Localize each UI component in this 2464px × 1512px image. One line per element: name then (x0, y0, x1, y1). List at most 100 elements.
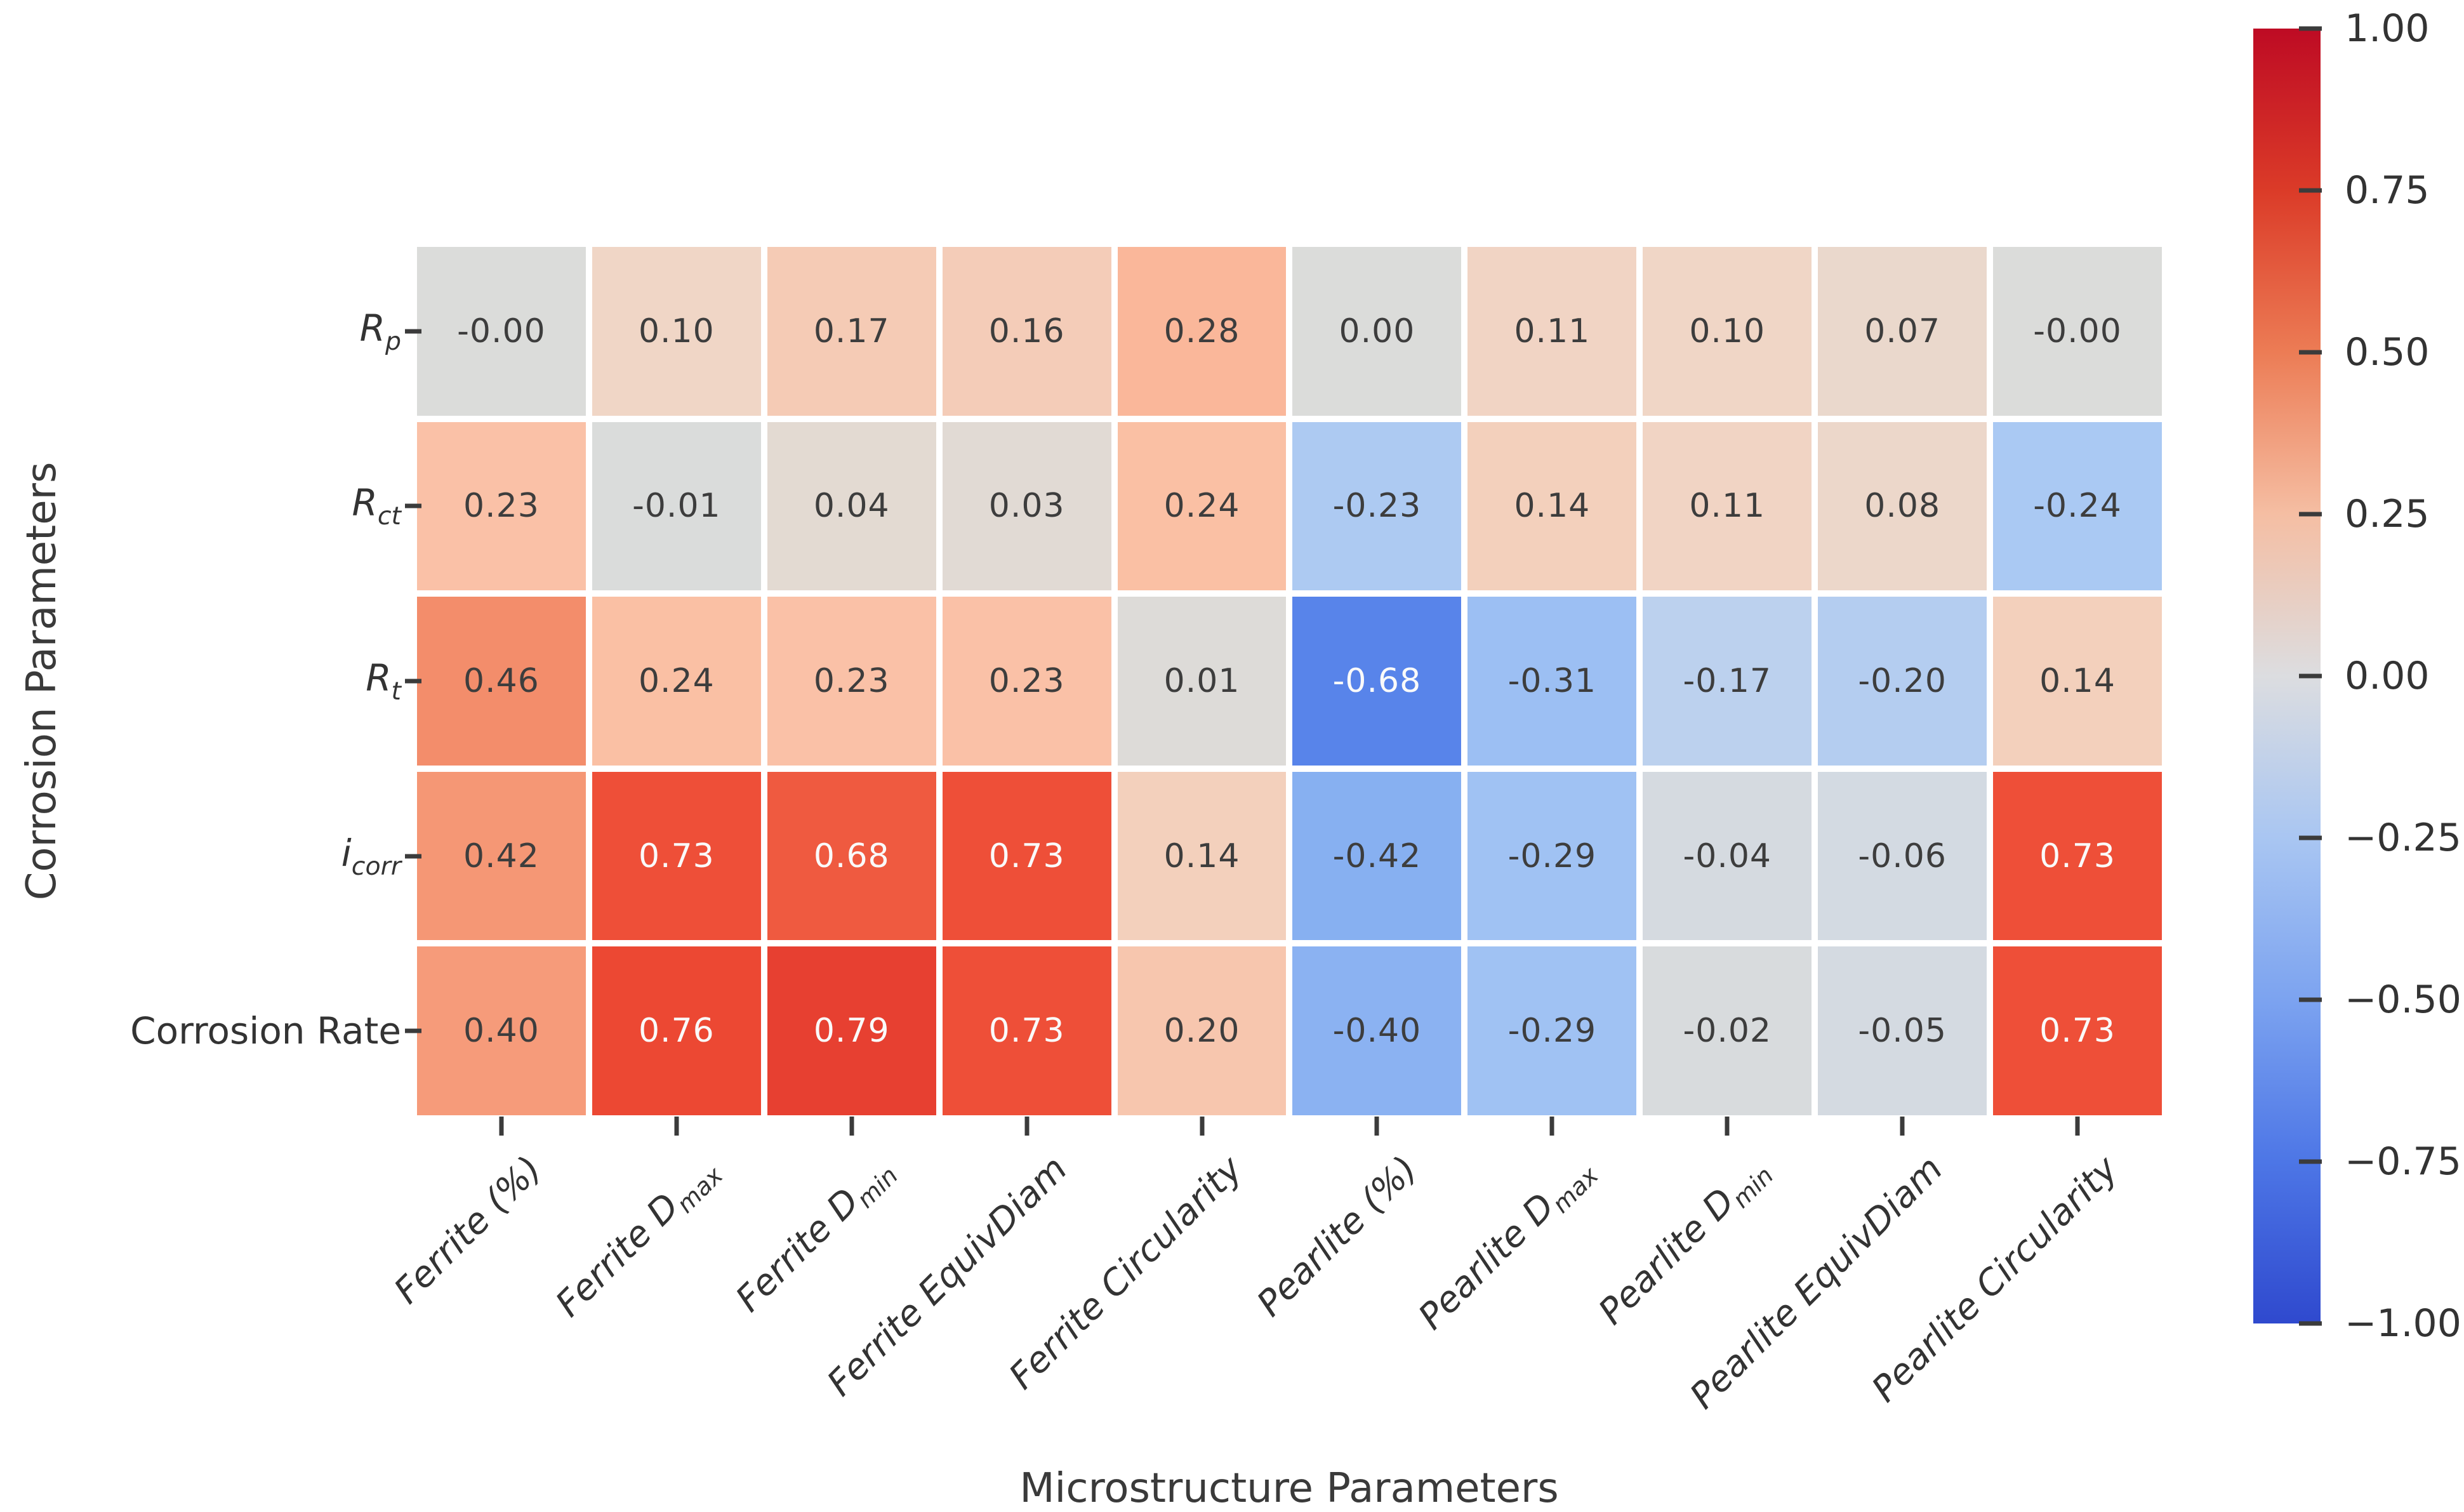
x-axis-tick-mark (1549, 1117, 1554, 1136)
tick-label-segment: R (366, 656, 392, 700)
tick-label-segment: Ferrite (%) (386, 1148, 550, 1312)
colorbar-tick-label: −0.25 (2345, 816, 2461, 860)
colorbar-tick-label: 1.00 (2345, 6, 2430, 51)
y-tick-label: Rt (366, 656, 401, 706)
heatmap-cell: 0.17 (767, 247, 936, 416)
heatmap-cell: 0.04 (767, 421, 936, 591)
heatmap-cell: 0.11 (1467, 247, 1637, 416)
colorbar-tick-label: −0.75 (2345, 1139, 2461, 1184)
colorbar-tick-mark (2299, 26, 2322, 31)
x-tick-label: Pearlite (%) (1249, 1148, 1426, 1325)
colorbar-tick-mark (2299, 1321, 2322, 1326)
tick-label-segment: Pearlite D (1410, 1185, 1563, 1338)
colorbar-tick-label: −0.50 (2345, 978, 2461, 1022)
y-axis-tick-mark (405, 679, 421, 684)
colorbar-tick-mark (2299, 512, 2322, 517)
x-axis-tick-mark (499, 1117, 504, 1136)
tick-label-segment: Corrosion Rate (130, 1009, 401, 1053)
x-axis-tick-mark (1024, 1117, 1030, 1136)
heatmap-cell: 0.00 (1292, 247, 1462, 416)
heatmap-cell: 0.73 (592, 771, 761, 941)
tick-label-segment: Ferrite D (548, 1185, 688, 1325)
y-tick-label: Rp (360, 307, 401, 356)
heatmap-grid: -0.00 0.10 0.17 0.16 0.28 0.00 0.11 0.10 0.07 -0.… (417, 247, 2162, 1115)
tick-label-segment: Ferrite D (728, 1180, 868, 1320)
y-axis-title: Corrosion Parameters (18, 461, 65, 901)
heatmap-cell: 0.68 (767, 771, 936, 941)
colorbar-tick-mark (2299, 835, 2322, 840)
heatmap-cell: 0.73 (1993, 771, 2162, 941)
y-tick-label: icorr (341, 832, 401, 881)
heatmap-cell: -0.42 (1292, 771, 1462, 941)
heatmap-cell: -0.29 (1467, 946, 1637, 1115)
heatmap-cell: 0.79 (767, 946, 936, 1115)
colorbar-tick-mark (2299, 673, 2322, 679)
x-axis-tick-mark (849, 1117, 854, 1136)
x-tick-label: Ferrite Dmax (548, 1148, 729, 1329)
colorbar-tick-mark (2299, 350, 2322, 355)
colorbar-tick-label: 0.75 (2345, 168, 2430, 213)
heatmap-cell: -0.29 (1467, 771, 1637, 941)
tick-label-segment: Pearlite (%) (1249, 1148, 1426, 1325)
x-axis-tick-mark (1725, 1117, 1730, 1136)
x-axis-tick-mark (1200, 1117, 1205, 1136)
heatmap-cell: 0.14 (1993, 597, 2162, 766)
x-tick-label: Pearlite Dmax (1411, 1148, 1604, 1341)
heatmap-cell: 0.16 (942, 247, 1111, 416)
y-tick-label: Rct (352, 481, 401, 531)
heatmap-cell: 0.03 (942, 421, 1111, 591)
heatmap-cell: -0.04 (1643, 771, 1812, 941)
heatmap-cell: 0.28 (1117, 247, 1287, 416)
heatmap-cell: 0.07 (1818, 247, 1987, 416)
tick-label-segment: R (359, 306, 385, 350)
colorbar-tick-label: −1.00 (2345, 1301, 2461, 1346)
colorbar-tick-label: 0.50 (2345, 330, 2430, 375)
heatmap-cell: 0.10 (592, 247, 761, 416)
y-axis-tick-mark (405, 503, 421, 508)
heatmap-cell: -0.31 (1467, 597, 1637, 766)
colorbar-tick-mark (2299, 997, 2322, 1002)
heatmap-cell: 0.23 (417, 421, 586, 591)
colorbar-tick-mark (2299, 1159, 2322, 1164)
heatmap-cell: -0.24 (1993, 421, 2162, 591)
heatmap-cell: 0.73 (942, 946, 1111, 1115)
heatmap-cell: -0.23 (1292, 421, 1462, 591)
heatmap-cell: 0.01 (1117, 597, 1287, 766)
heatmap-cell: 0.14 (1467, 421, 1637, 591)
heatmap-cell: 0.24 (592, 597, 761, 766)
tick-label-segment: R (352, 481, 378, 525)
tick-label-segment: t (391, 676, 401, 706)
x-tick-label: Pearlite Dmin (1591, 1148, 1779, 1336)
tick-label-segment: ct (377, 501, 401, 531)
heatmap-cell: 0.40 (417, 946, 586, 1115)
colorbar-tick-mark (2299, 188, 2322, 193)
heatmap-cell: -0.00 (1993, 247, 2162, 416)
heatmap-cell: 0.23 (942, 597, 1111, 766)
y-axis-tick-mark (405, 854, 421, 859)
x-tick-label: Ferrite (%) (386, 1148, 550, 1312)
heatmap-cell: -0.00 (417, 247, 586, 416)
tick-label-segment: p (385, 326, 401, 356)
heatmap-cell: 0.08 (1818, 421, 1987, 591)
heatmap-cell: -0.40 (1292, 946, 1462, 1115)
heatmap-cell: 0.23 (767, 597, 936, 766)
heatmap-cell: 0.73 (1993, 946, 2162, 1115)
heatmap-cell: -0.06 (1818, 771, 1987, 941)
y-tick-label: Corrosion Rate (130, 1009, 401, 1052)
heatmap-cell: 0.14 (1117, 771, 1287, 941)
x-tick-label: Ferrite Dmin (728, 1148, 903, 1323)
x-axis-tick-mark (1900, 1117, 1905, 1136)
heatmap-cell: -0.68 (1292, 597, 1462, 766)
colorbar-tick-label: 0.25 (2345, 492, 2430, 536)
heatmap-cell: 0.11 (1643, 421, 1812, 591)
x-axis-title: Microstructure Parameters (1019, 1465, 1559, 1512)
heatmap-cell: -0.20 (1818, 597, 1987, 766)
x-axis-tick-mark (674, 1117, 679, 1136)
x-axis-tick-mark (1374, 1117, 1379, 1136)
heatmap-cell: -0.01 (592, 421, 761, 591)
heatmap-cell: -0.17 (1643, 597, 1812, 766)
heatmap-cell: 0.20 (1117, 946, 1287, 1115)
y-axis-tick-mark (405, 1028, 421, 1033)
tick-label-segment: Pearlite D (1591, 1180, 1744, 1333)
